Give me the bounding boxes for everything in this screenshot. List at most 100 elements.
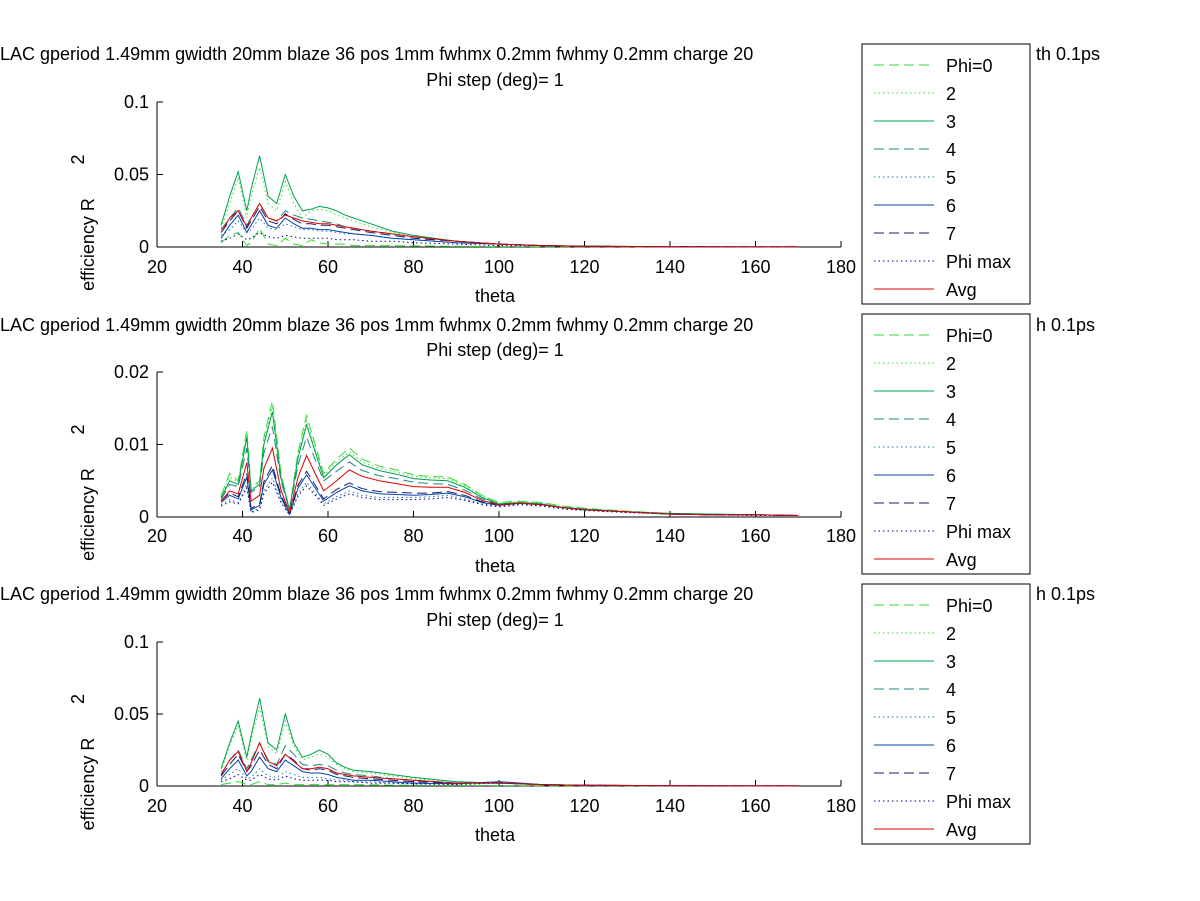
legend-box — [861, 583, 1031, 845]
legend-entry: 6 — [946, 466, 956, 486]
x-tick-label: 80 — [403, 257, 423, 277]
x-axis-label: theta — [475, 825, 516, 845]
legend-entry: 6 — [946, 736, 956, 756]
legend-entry: 7 — [946, 494, 956, 514]
series-line-1 — [220, 706, 799, 787]
y-axis-label-group: efficiency R 2 — [68, 424, 98, 560]
x-tick-label: 40 — [232, 257, 252, 277]
y-tick-label: 0 — [139, 507, 149, 527]
legend-entry: 2 — [946, 354, 956, 374]
x-tick-label: 40 — [232, 526, 252, 546]
x-axis-label: theta — [475, 556, 516, 576]
x-tick-label: 20 — [147, 257, 167, 277]
y-tick-label: 0.05 — [114, 165, 149, 185]
series-line-1 — [220, 406, 799, 516]
legend-entry: 5 — [946, 168, 956, 188]
series-line-3 — [220, 426, 799, 516]
chart-title-tail: th 0.1ps — [1036, 44, 1100, 64]
legend-entry: 2 — [946, 624, 956, 644]
legend-entry: 4 — [946, 140, 956, 160]
chart-title: LAC gperiod 1.49mm gwidth 20mm blaze 36 … — [0, 584, 753, 604]
legend-box — [861, 313, 1031, 575]
series-line-7 — [220, 231, 799, 248]
legend-entry: Phi max — [946, 792, 1011, 812]
x-axis-label: theta — [475, 286, 516, 306]
x-tick-label: 80 — [403, 526, 423, 546]
x-tick-label: 160 — [740, 526, 770, 546]
chart-title-tail: h 0.1ps — [1036, 584, 1095, 604]
series-line-8 — [220, 446, 799, 516]
y-axis-label-superscript: 2 — [68, 154, 88, 164]
x-tick-label: 120 — [569, 526, 599, 546]
x-tick-label: 100 — [484, 796, 514, 816]
series-line-1 — [220, 165, 799, 248]
y-axis-label: efficiency R — [78, 738, 98, 831]
legend-entry: 5 — [946, 438, 956, 458]
legend-entry: 3 — [946, 652, 956, 672]
x-tick-label: 120 — [569, 796, 599, 816]
legend-entry: 3 — [946, 112, 956, 132]
chart-panel-2: LAC gperiod 1.49mm gwidth 20mm blaze 36 … — [0, 313, 1095, 576]
series-line-4 — [220, 476, 799, 516]
legend-entry: 7 — [946, 224, 956, 244]
x-tick-label: 120 — [569, 257, 599, 277]
x-tick-label: 160 — [740, 796, 770, 816]
x-tick-label: 60 — [318, 526, 338, 546]
legend: Phi=0 2 3 4 5 6 7 Phi max Avg — [861, 583, 1031, 845]
legend-box — [861, 43, 1031, 305]
series-line-6 — [220, 464, 799, 516]
series-line-8 — [220, 202, 799, 248]
y-tick-label: 0 — [139, 776, 149, 796]
y-axis-label-group: efficiency R 2 — [68, 154, 98, 290]
legend: Phi=0 2 3 4 5 6 7 Phi max Avg — [861, 313, 1031, 575]
legend-entry: Phi=0 — [946, 56, 993, 76]
y-axis-label-superscript: 2 — [68, 694, 88, 704]
legend: Phi=0 2 3 4 5 6 7 Phi max Avg — [861, 43, 1031, 305]
legend-entry: Phi max — [946, 522, 1011, 542]
x-tick-label: 20 — [147, 526, 167, 546]
legend-entry: 4 — [946, 410, 956, 430]
series-line-0 — [220, 227, 799, 248]
series-line-3 — [220, 741, 799, 787]
y-axis-label-group: efficiency R 2 — [68, 694, 98, 830]
legend-entry: 5 — [946, 708, 956, 728]
chart-subtitle: Phi step (deg)= 1 — [426, 70, 564, 90]
series-line-7 — [220, 481, 799, 516]
legend-entry: Avg — [946, 280, 977, 300]
legend-entry: 4 — [946, 680, 956, 700]
x-tick-label: 180 — [826, 257, 856, 277]
legend-entry: Avg — [946, 550, 977, 570]
chart-subtitle: Phi step (deg)= 1 — [426, 610, 564, 630]
y-axis-label: efficiency R — [78, 198, 98, 291]
x-tick-label: 160 — [740, 257, 770, 277]
x-tick-label: 100 — [484, 257, 514, 277]
series-line-2 — [220, 155, 799, 248]
y-tick-label: 0 — [139, 237, 149, 257]
y-tick-label: 0.1 — [124, 632, 149, 652]
legend-entry: Phi=0 — [946, 596, 993, 616]
legend-entry: 7 — [946, 764, 956, 784]
x-tick-label: 80 — [403, 796, 423, 816]
y-tick-label: 0.05 — [114, 704, 149, 724]
series-line-2 — [220, 411, 799, 516]
legend-entry: Phi=0 — [946, 326, 993, 346]
x-tick-label: 180 — [826, 526, 856, 546]
series-line-6 — [220, 205, 799, 248]
series-line-5 — [220, 756, 799, 787]
y-axis-label-superscript: 2 — [68, 424, 88, 434]
chart-title: LAC gperiod 1.49mm gwidth 20mm blaze 36 … — [0, 44, 753, 64]
series-line-7 — [220, 773, 799, 787]
series-line-0 — [221, 781, 799, 787]
chart-panel-3: LAC gperiod 1.49mm gwidth 20mm blaze 36 … — [0, 583, 1095, 845]
chart-title: LAC gperiod 1.49mm gwidth 20mm blaze 36 … — [0, 315, 753, 335]
y-axis-label: efficiency R — [78, 468, 98, 561]
x-tick-label: 20 — [147, 796, 167, 816]
x-tick-label: 140 — [655, 796, 685, 816]
x-tick-label: 100 — [484, 526, 514, 546]
series-line-8 — [220, 741, 799, 787]
legend-entry: 3 — [946, 382, 956, 402]
chart-panel-1: LAC gperiod 1.49mm gwidth 20mm blaze 36 … — [0, 43, 1100, 306]
series-line-5 — [220, 468, 799, 516]
x-tick-label: 180 — [826, 796, 856, 816]
